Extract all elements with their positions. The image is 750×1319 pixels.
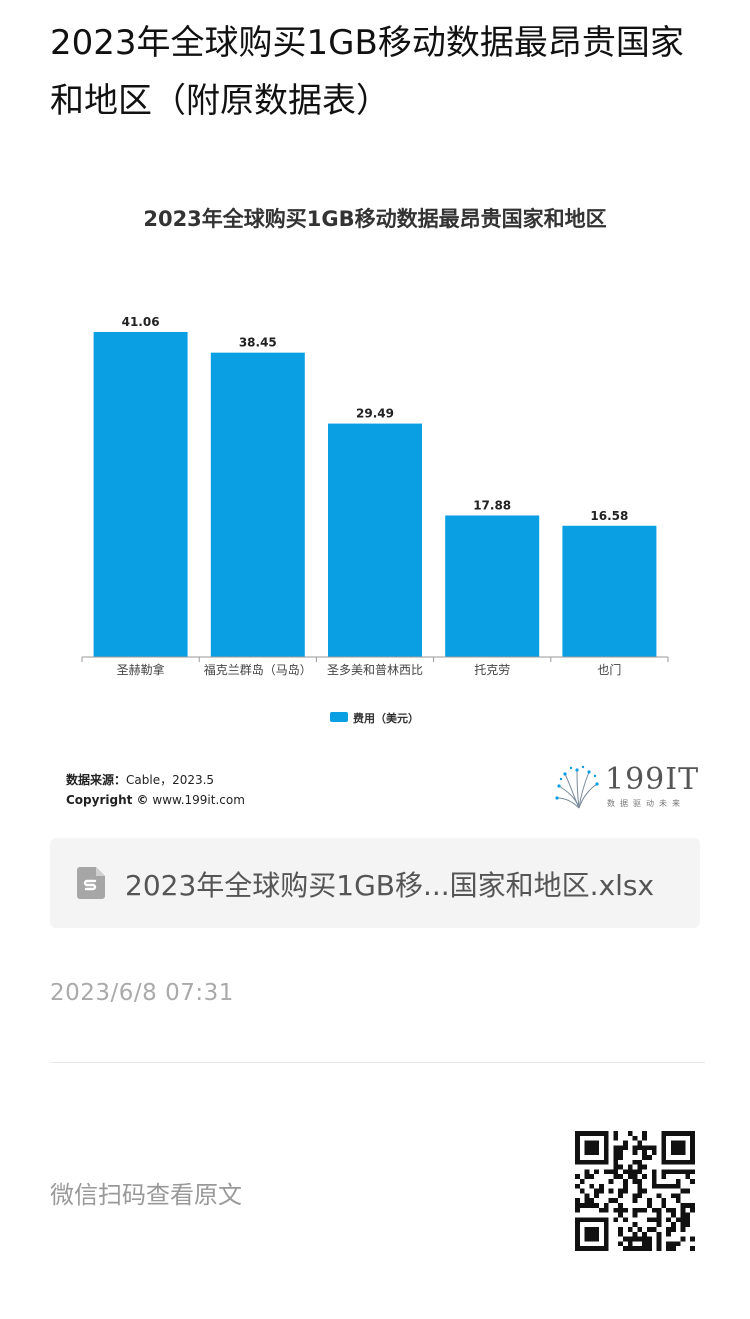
dandelion-logo-icon: [555, 765, 599, 809]
x-tick-label: 福克兰群岛（马岛）: [204, 662, 312, 677]
legend-label: 费用（美元）: [353, 711, 419, 725]
bar-3: [445, 515, 540, 657]
x-tick-label: 托克劳: [474, 663, 510, 677]
x-tick-label: 圣多美和普林西比: [327, 663, 423, 677]
divider: [50, 1062, 705, 1063]
qr-code-icon[interactable]: [575, 1131, 695, 1251]
attachment-file-name: 2023年全球购买1GB移...国家和地区.xlsx: [125, 869, 655, 902]
chart-title: 2023年全球购买1GB移动数据最昂贵国家和地区: [143, 207, 606, 231]
bar-value-label: 16.58: [590, 509, 628, 523]
logo-name: 199IT: [605, 762, 700, 797]
attachment-card[interactable]: 2023年全球购买1GB移...国家和地区.xlsx: [50, 838, 700, 928]
bar-value-label: 17.88: [473, 498, 511, 512]
chart-image[interactable]: 2023年全球购买1GB移动数据最昂贵国家和地区 41.06 38.45 29.49…: [50, 180, 700, 820]
legend-swatch: [330, 712, 348, 722]
bar-0: [93, 332, 188, 657]
spreadsheet-file-icon: [77, 867, 105, 899]
qr-hint-text: 微信扫码查看原文: [50, 1181, 242, 1209]
bar-value-label: 38.45: [239, 336, 277, 350]
x-tick-label: 也门: [597, 662, 621, 677]
legend: 费用（美元）: [330, 711, 419, 725]
bar-4: [562, 525, 657, 657]
x-tick-label: 圣赫勒拿: [117, 662, 165, 677]
post-timestamp: 2023/6/8 07:31: [50, 980, 234, 1006]
bar-value-label: 41.06: [122, 315, 160, 329]
logo-tagline: 数据驱动未来: [607, 799, 685, 808]
ticks-group: 圣赫勒拿 福克兰群岛（马岛） 圣多美和普林西比 托克劳 也门: [81, 657, 669, 677]
copyright-label: Copyright ©: [66, 793, 149, 807]
bar-chart: 2023年全球购买1GB移动数据最昂贵国家和地区 41.06 38.45 29.49…: [81, 207, 669, 725]
bars-group: 41.06 38.45 29.49 17.88 16.58: [93, 315, 657, 657]
source-value: Cable，2023.5: [126, 773, 215, 787]
bar-1: [210, 352, 305, 657]
bar-2: [328, 423, 422, 657]
bar-value-label: 29.49: [356, 407, 394, 421]
source-block: 数据来源：Cable，2023.5 Copyright © www.199it.…: [66, 770, 245, 810]
source-label: 数据来源：: [66, 773, 127, 787]
brand-logo: 199IT 数据驱动未来: [555, 762, 698, 812]
article-title: 2023年全球购买1GB移动数据最昂贵国家和地区（附原数据表）: [50, 23, 684, 121]
copyright-value: www.199it.com: [152, 793, 245, 807]
